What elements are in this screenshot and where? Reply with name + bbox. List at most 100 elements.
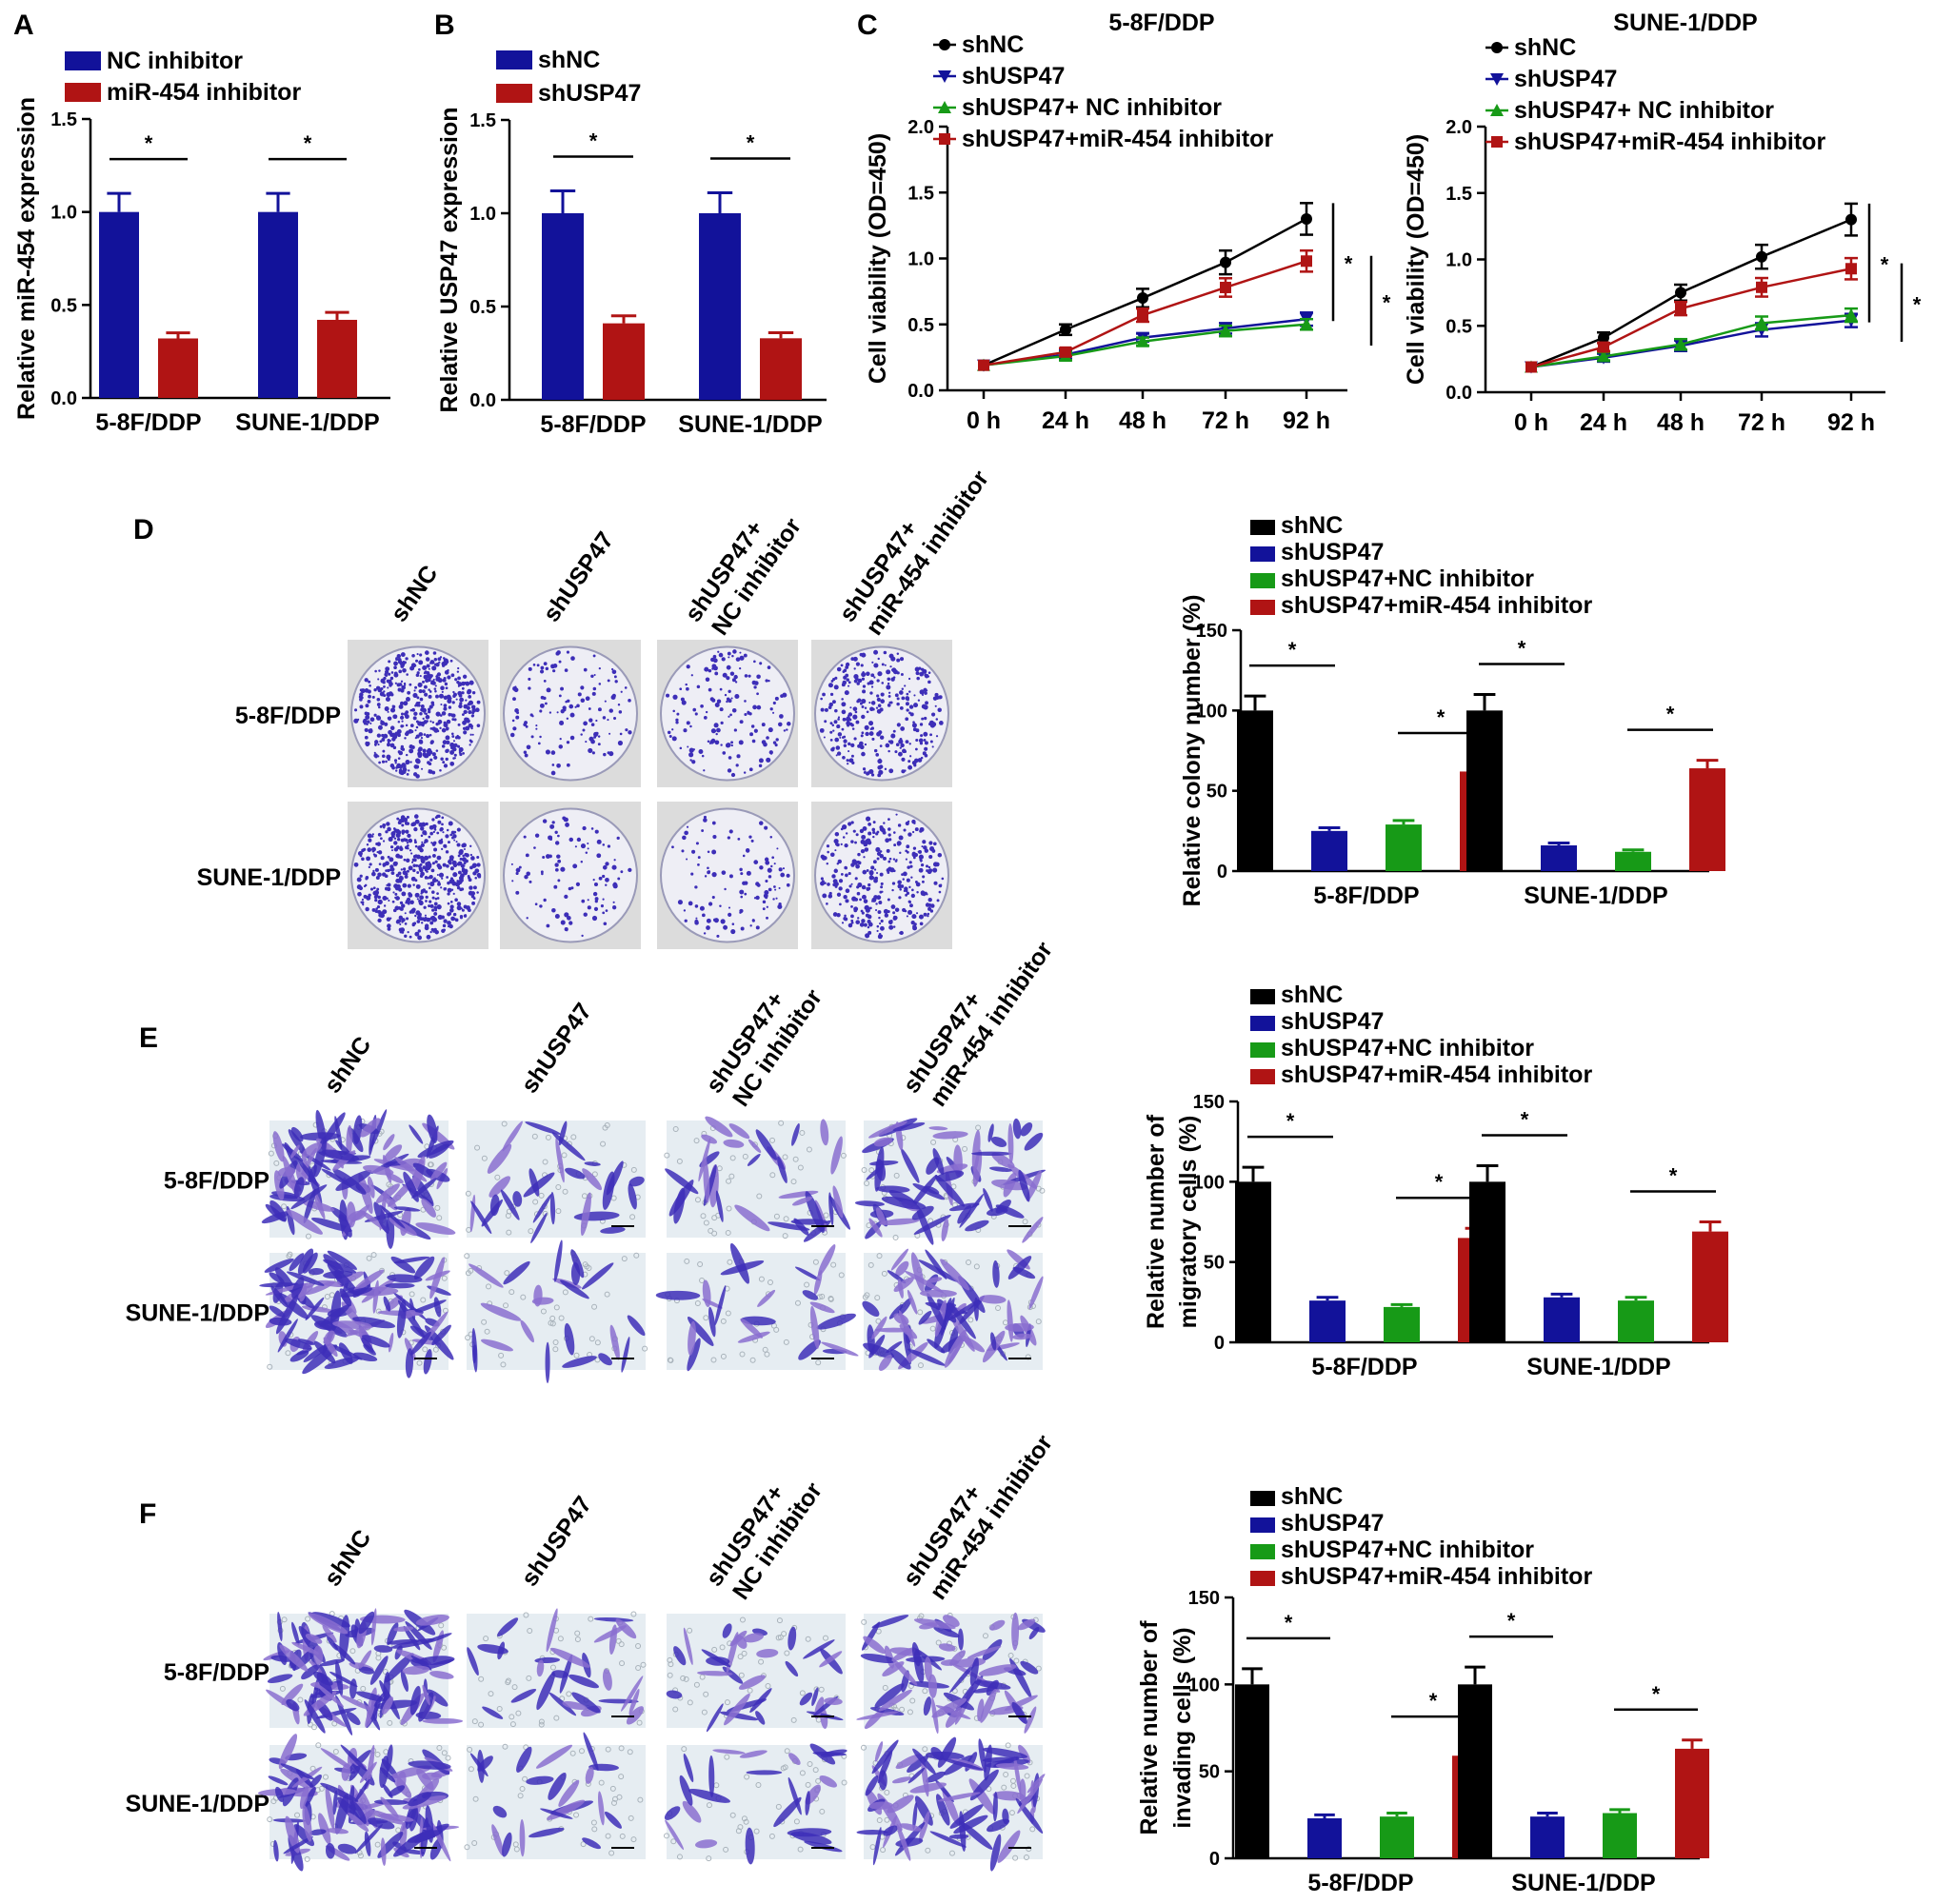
- colony: [879, 853, 885, 859]
- colony: [820, 877, 824, 881]
- colony: [468, 890, 473, 896]
- colony: [399, 922, 402, 925]
- pore: [436, 1744, 443, 1751]
- colony: [602, 843, 606, 846]
- pore: [700, 1213, 707, 1220]
- pore: [893, 1172, 900, 1179]
- colony: [914, 747, 918, 751]
- colony: [433, 911, 438, 916]
- colony: [549, 838, 552, 842]
- cell: [362, 1335, 390, 1348]
- colony: [409, 900, 414, 904]
- colony: [409, 724, 414, 727]
- colony: [602, 898, 605, 901]
- colony: [375, 876, 380, 880]
- colony: [833, 684, 839, 690]
- colony: [472, 885, 477, 890]
- colony: [446, 876, 449, 879]
- pore: [724, 1754, 730, 1760]
- colony: [905, 696, 910, 701]
- C1-x-tick-label: 72 h: [1202, 407, 1249, 434]
- colony: [390, 671, 394, 674]
- colony: [457, 744, 461, 748]
- colony: [431, 878, 437, 883]
- C2-legend-marker: [1491, 42, 1503, 53]
- colony: [443, 721, 447, 724]
- cell: [415, 1222, 456, 1235]
- colony: [405, 714, 409, 720]
- plate-column-label: shNC: [386, 561, 443, 627]
- colony: [906, 915, 908, 918]
- colony: [740, 926, 745, 931]
- colony: [775, 897, 778, 900]
- pore: [738, 1672, 745, 1678]
- colony: [776, 847, 779, 850]
- colony: [854, 710, 858, 714]
- colony: [405, 657, 409, 661]
- colony: [884, 913, 889, 918]
- pore: [285, 1350, 291, 1357]
- colony: [548, 711, 552, 714]
- pore: [703, 1220, 709, 1226]
- pore: [778, 1120, 785, 1126]
- cell: [904, 1270, 944, 1294]
- colony: [836, 913, 841, 918]
- colony: [448, 841, 450, 844]
- cell: [582, 1168, 603, 1191]
- F-bar: [1675, 1748, 1709, 1858]
- pore: [471, 1840, 478, 1847]
- colony: [614, 680, 618, 684]
- colony: [400, 712, 405, 716]
- cell: [687, 1338, 701, 1372]
- colony: [728, 715, 730, 718]
- C1-marker: [1301, 212, 1312, 225]
- colony: [920, 756, 924, 760]
- colony: [424, 755, 428, 759]
- colony: [371, 833, 374, 836]
- colony: [580, 698, 586, 704]
- pore: [1007, 1652, 1014, 1658]
- F-legend-label: shNC: [1281, 1483, 1343, 1510]
- colony: [730, 928, 736, 935]
- pore: [881, 1270, 887, 1277]
- cell: [1002, 1808, 1009, 1825]
- pore: [838, 1272, 845, 1279]
- B-y-tick-label: 1.0: [469, 204, 496, 225]
- cell: [383, 1144, 403, 1162]
- colony: [468, 723, 473, 728]
- colony: [434, 816, 438, 820]
- colony: [406, 815, 409, 819]
- colony: [912, 846, 917, 850]
- colony: [568, 886, 572, 891]
- cell: [665, 1168, 699, 1195]
- pore: [694, 1299, 701, 1306]
- colony: [734, 693, 740, 700]
- colony: [427, 674, 433, 680]
- cell: [555, 1138, 565, 1183]
- colony: [896, 723, 901, 727]
- C2-marker: [1598, 331, 1609, 344]
- cell: [887, 1795, 914, 1814]
- colony: [917, 699, 921, 702]
- pore: [1023, 1854, 1029, 1860]
- colony: [374, 898, 378, 902]
- pore: [922, 1688, 928, 1695]
- cell: [984, 1744, 992, 1781]
- colony: [852, 829, 856, 833]
- cell: [530, 1212, 548, 1244]
- cell: [352, 1352, 378, 1362]
- pore: [633, 1252, 640, 1259]
- colony: [382, 895, 388, 901]
- pore: [667, 1672, 673, 1678]
- colony: [913, 703, 919, 708]
- colony: [452, 912, 457, 917]
- colony: [465, 699, 468, 702]
- colony: [433, 755, 438, 760]
- colony: [438, 693, 445, 699]
- colony: [602, 911, 606, 915]
- cell: [1020, 1122, 1033, 1137]
- colony: [877, 764, 883, 770]
- colony: [414, 931, 420, 937]
- pore: [558, 1315, 565, 1321]
- D-bar: [1466, 710, 1503, 871]
